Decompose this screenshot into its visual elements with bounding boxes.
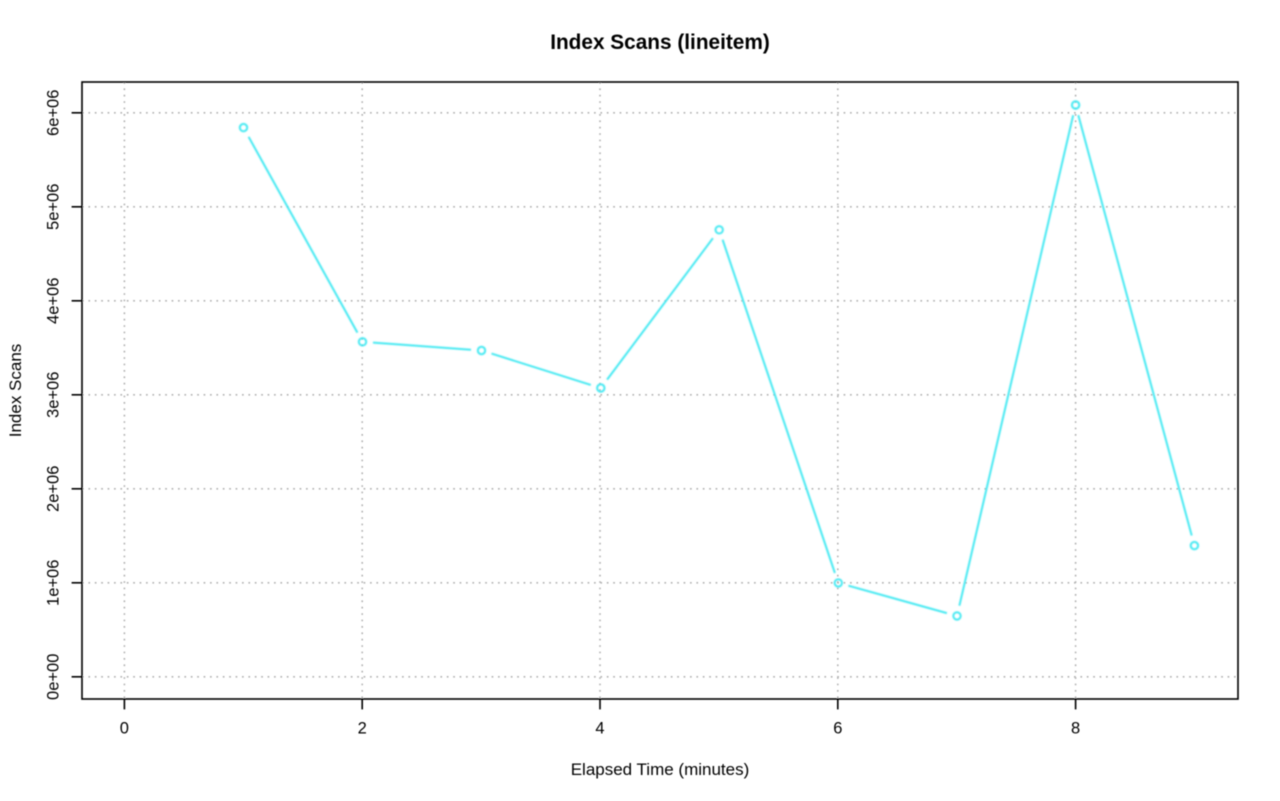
svg-text:0: 0 — [120, 720, 129, 738]
svg-text:0e+00: 0e+00 — [45, 654, 63, 700]
svg-text:Elapsed Time (minutes): Elapsed Time (minutes) — [571, 760, 750, 779]
svg-text:4e+06: 4e+06 — [45, 278, 63, 324]
svg-text:6e+06: 6e+06 — [45, 90, 63, 136]
svg-text:5e+06: 5e+06 — [45, 184, 63, 230]
svg-text:Index Scans: Index Scans — [6, 344, 25, 438]
svg-text:6: 6 — [833, 720, 842, 738]
svg-text:Index Scans (lineitem): Index Scans (lineitem) — [550, 31, 770, 54]
svg-text:8: 8 — [1071, 720, 1080, 738]
svg-text:2: 2 — [358, 720, 367, 738]
svg-text:3e+06: 3e+06 — [45, 372, 63, 418]
svg-text:2e+06: 2e+06 — [45, 466, 63, 512]
svg-text:1e+06: 1e+06 — [45, 560, 63, 606]
svg-text:4: 4 — [595, 720, 604, 738]
